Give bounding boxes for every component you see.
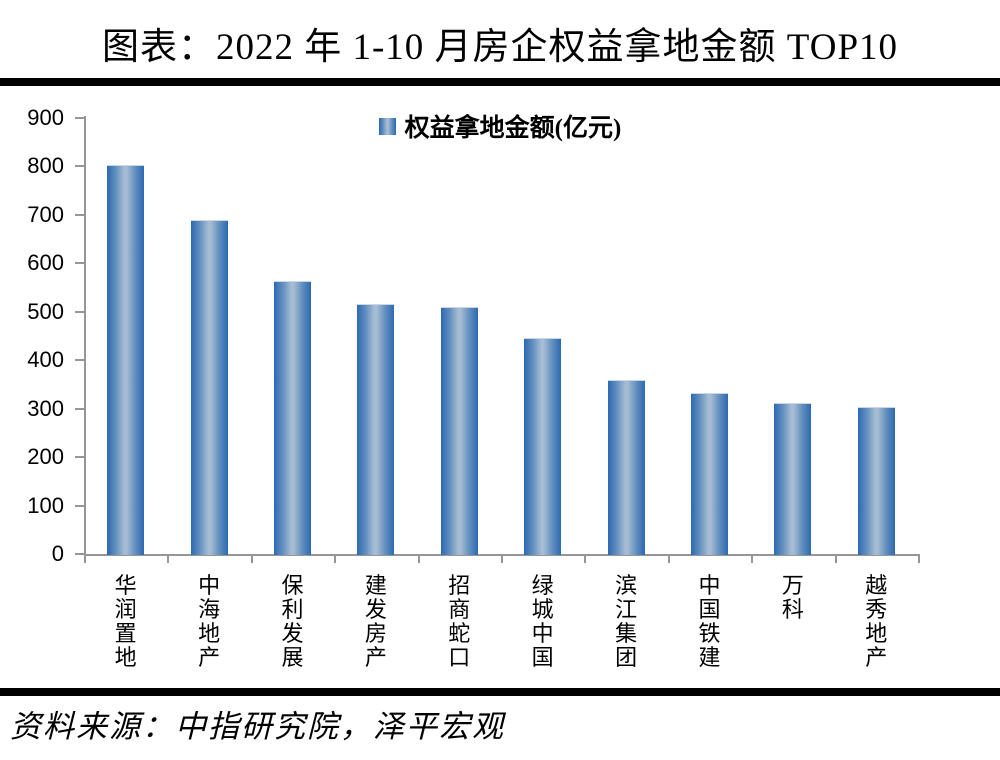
y-axis-tick-label: 100 (27, 492, 64, 518)
category-label: 万科 (781, 573, 804, 622)
x-axis-tick (667, 554, 670, 563)
bar (107, 164, 145, 555)
bar (691, 393, 728, 555)
x-axis-tick (84, 554, 86, 563)
y-axis-tick (75, 262, 86, 265)
y-axis-tick (75, 213, 86, 216)
x-axis-tick (751, 554, 754, 563)
y-axis-tick-label: 400 (27, 347, 64, 373)
category-label: 滨江集团 (615, 573, 638, 670)
category-label: 招商蛇口 (448, 573, 471, 670)
bar (607, 379, 645, 555)
category-label: 保利发展 (281, 573, 304, 670)
y-axis-tick (75, 407, 86, 410)
page-title: 图表：2022 年 1-10 月房企权益拿地金额 TOP10 (101, 27, 899, 68)
x-axis-tick (584, 554, 587, 563)
bar (774, 402, 812, 555)
category-label: 中国铁建 (698, 573, 721, 670)
y-axis-line (84, 116, 86, 556)
y-axis-tick (75, 310, 86, 313)
bar (274, 281, 311, 555)
legend-label: 权益拿地金额(亿元) (404, 115, 622, 142)
y-axis-tick-label: 200 (27, 444, 64, 470)
bar (357, 304, 395, 555)
y-axis-tick-label: 700 (27, 201, 64, 227)
bar (857, 407, 895, 555)
bar (440, 306, 478, 555)
y-axis-tick (75, 165, 86, 168)
legend-marker-icon (378, 117, 396, 135)
bar (524, 337, 562, 555)
x-axis-tick (250, 554, 253, 563)
category-label: 越秀地产 (865, 573, 888, 670)
x-axis-tick (417, 554, 420, 563)
y-axis-tick-label: 500 (27, 298, 64, 324)
x-axis-tick (501, 554, 503, 563)
y-axis-tick-label: 300 (27, 395, 64, 421)
y-axis-tick-label: 900 (27, 105, 64, 130)
category-label: 绿城中国 (531, 573, 554, 670)
x-axis-tick (167, 554, 170, 563)
footer-divider (0, 688, 1000, 696)
category-label: 建发房产 (364, 573, 387, 670)
x-axis-tick (918, 554, 920, 563)
y-axis-tick (75, 504, 86, 507)
y-axis-tick (75, 553, 86, 555)
legend: 权益拿地金额(亿元) (0, 108, 1000, 144)
y-axis-tick (75, 456, 86, 459)
y-axis-tick (75, 359, 86, 362)
y-axis-tick-label: 800 (27, 153, 64, 179)
category-label: 华润置地 (114, 573, 137, 670)
y-axis-tick-label: 0 (51, 541, 64, 566)
title-divider (0, 78, 1000, 86)
y-axis-tick-label: 600 (27, 250, 64, 276)
x-axis-tick (334, 554, 337, 563)
bar (190, 219, 228, 555)
source-note: 资料来源：中指研究院，泽平宏观 (10, 709, 505, 744)
x-axis-tick (834, 554, 837, 563)
category-label: 中海地产 (198, 573, 221, 670)
y-axis-tick (75, 117, 86, 119)
